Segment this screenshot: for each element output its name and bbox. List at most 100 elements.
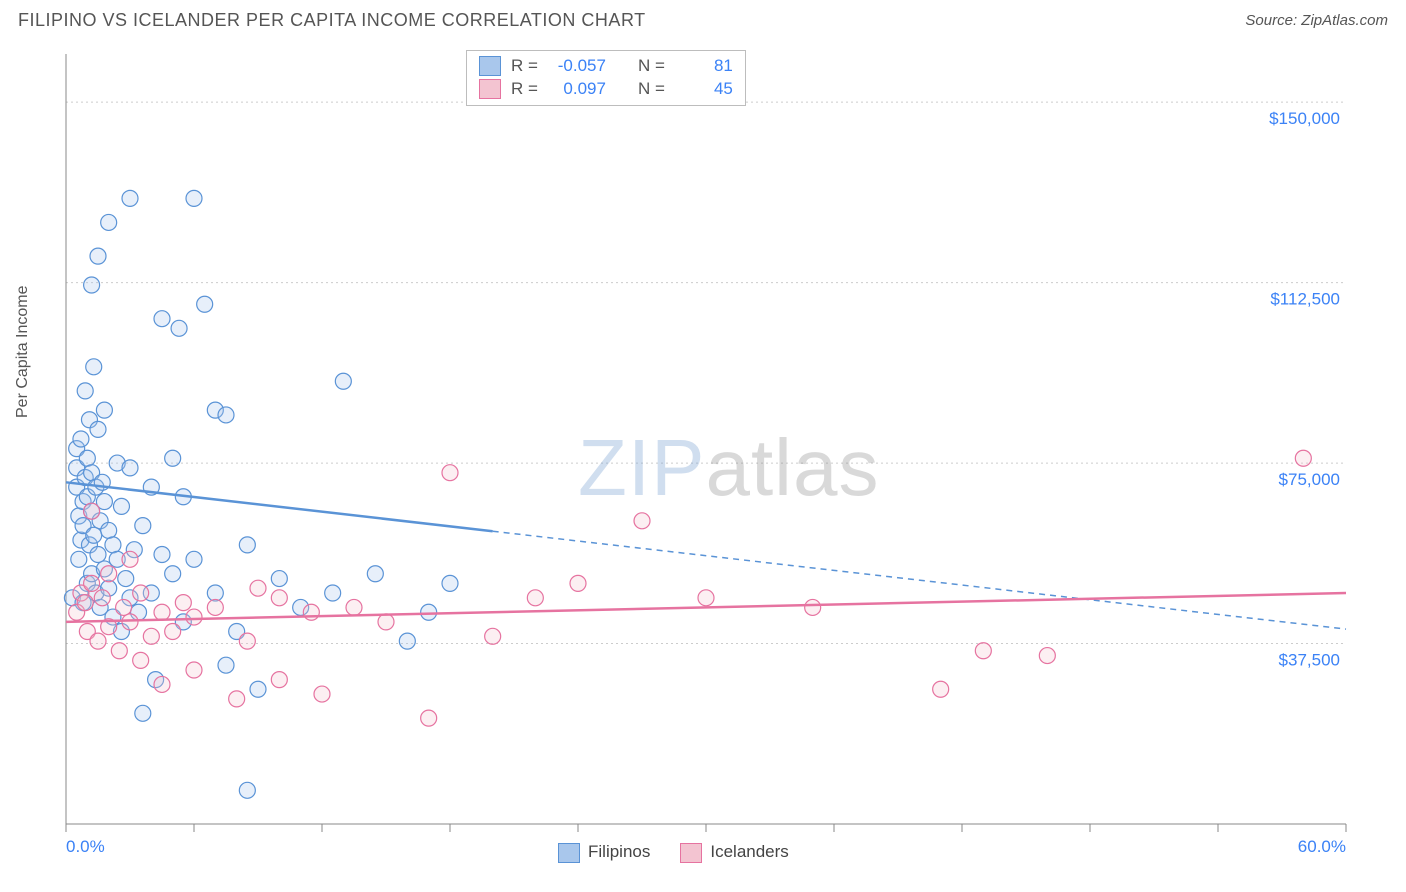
- data-point-filipinos: [165, 450, 181, 466]
- data-point-filipinos: [239, 782, 255, 798]
- data-point-filipinos: [218, 407, 234, 423]
- data-point-icelanders: [314, 686, 330, 702]
- data-point-icelanders: [143, 628, 159, 644]
- n-value-icelanders: 45: [675, 78, 733, 101]
- data-point-icelanders: [634, 513, 650, 529]
- data-point-filipinos: [399, 633, 415, 649]
- data-point-icelanders: [94, 590, 110, 606]
- y-axis-label: Per Capita Income: [14, 285, 32, 418]
- legend-label-filipinos: Filipinos: [588, 842, 650, 861]
- source-attribution: Source: ZipAtlas.com: [1245, 12, 1388, 29]
- data-point-filipinos: [250, 681, 266, 697]
- scatter-plot: $37,500$75,000$112,500$150,0000.0%60.0%: [18, 42, 1386, 874]
- data-point-filipinos: [186, 551, 202, 567]
- data-point-icelanders: [154, 676, 170, 692]
- data-point-filipinos: [79, 450, 95, 466]
- data-point-filipinos: [154, 311, 170, 327]
- correlation-legend: R = -0.057 N = 81 R = 0.097 N = 45: [466, 50, 746, 106]
- data-point-filipinos: [84, 277, 100, 293]
- chart-title: FILIPINO VS ICELANDER PER CAPITA INCOME …: [18, 10, 646, 31]
- data-point-filipinos: [73, 431, 89, 447]
- data-point-filipinos: [171, 320, 187, 336]
- x-max-label: 60.0%: [1298, 837, 1346, 856]
- legend-item-icelanders: Icelanders: [680, 842, 788, 863]
- data-point-icelanders: [186, 609, 202, 625]
- legend-stats-row-icelanders: R = 0.097 N = 45: [479, 78, 733, 101]
- data-point-icelanders: [122, 551, 138, 567]
- data-point-icelanders: [933, 681, 949, 697]
- data-point-filipinos: [90, 547, 106, 563]
- data-point-icelanders: [303, 604, 319, 620]
- data-point-filipinos: [271, 571, 287, 587]
- data-point-icelanders: [111, 643, 127, 659]
- n-value-filipinos: 81: [675, 55, 733, 78]
- data-point-icelanders: [271, 590, 287, 606]
- data-point-icelanders: [1039, 648, 1055, 664]
- trend-line-extrapolated-filipinos: [493, 531, 1346, 629]
- data-point-icelanders: [527, 590, 543, 606]
- data-point-icelanders: [975, 643, 991, 659]
- r-value-icelanders: 0.097: [548, 78, 606, 101]
- legend-label-icelanders: Icelanders: [710, 842, 788, 861]
- data-point-filipinos: [325, 585, 341, 601]
- data-point-filipinos: [122, 190, 138, 206]
- n-label: N =: [638, 55, 665, 78]
- data-point-filipinos: [207, 585, 223, 601]
- y-tick-label: $150,000: [1269, 109, 1340, 128]
- data-point-icelanders: [84, 503, 100, 519]
- legend-swatch-icelanders: [479, 79, 501, 99]
- data-point-filipinos: [186, 190, 202, 206]
- data-point-icelanders: [154, 604, 170, 620]
- data-point-icelanders: [229, 691, 245, 707]
- data-point-filipinos: [335, 373, 351, 389]
- r-value-filipinos: -0.057: [548, 55, 606, 78]
- data-point-icelanders: [378, 614, 394, 630]
- data-point-icelanders: [346, 599, 362, 615]
- data-point-filipinos: [113, 498, 129, 514]
- data-point-filipinos: [421, 604, 437, 620]
- data-point-filipinos: [218, 657, 234, 673]
- n-label: N =: [638, 78, 665, 101]
- data-point-filipinos: [154, 547, 170, 563]
- data-point-icelanders: [271, 672, 287, 688]
- data-point-icelanders: [698, 590, 714, 606]
- data-point-icelanders: [122, 614, 138, 630]
- r-label: R =: [511, 78, 538, 101]
- data-point-filipinos: [197, 296, 213, 312]
- data-point-icelanders: [239, 633, 255, 649]
- chart-container: Per Capita Income ZIPatlas $37,500$75,00…: [18, 42, 1388, 874]
- legend-swatch-icelanders: [680, 843, 702, 863]
- data-point-icelanders: [421, 710, 437, 726]
- data-point-icelanders: [165, 624, 181, 640]
- data-point-filipinos: [86, 359, 102, 375]
- data-point-filipinos: [77, 383, 93, 399]
- y-tick-label: $75,000: [1279, 470, 1340, 489]
- legend-stats-row-filipinos: R = -0.057 N = 81: [479, 55, 733, 78]
- data-point-filipinos: [367, 566, 383, 582]
- data-point-filipinos: [442, 575, 458, 591]
- data-point-filipinos: [165, 566, 181, 582]
- legend-item-filipinos: Filipinos: [558, 842, 650, 863]
- data-point-icelanders: [84, 575, 100, 591]
- data-point-icelanders: [175, 595, 191, 611]
- data-point-icelanders: [90, 633, 106, 649]
- data-point-icelanders: [1295, 450, 1311, 466]
- r-label: R =: [511, 55, 538, 78]
- data-point-icelanders: [805, 599, 821, 615]
- data-point-filipinos: [71, 551, 87, 567]
- data-point-filipinos: [86, 527, 102, 543]
- data-point-icelanders: [250, 580, 266, 596]
- data-point-icelanders: [133, 652, 149, 668]
- data-point-icelanders: [485, 628, 501, 644]
- y-tick-label: $112,500: [1270, 290, 1340, 309]
- series-legend: Filipinos Icelanders: [558, 842, 789, 863]
- data-point-filipinos: [96, 402, 112, 418]
- data-point-icelanders: [116, 599, 132, 615]
- data-point-filipinos: [122, 460, 138, 476]
- data-point-filipinos: [239, 537, 255, 553]
- data-point-icelanders: [207, 599, 223, 615]
- data-point-icelanders: [570, 575, 586, 591]
- y-tick-label: $37,500: [1279, 651, 1340, 670]
- data-point-filipinos: [135, 705, 151, 721]
- data-point-icelanders: [442, 465, 458, 481]
